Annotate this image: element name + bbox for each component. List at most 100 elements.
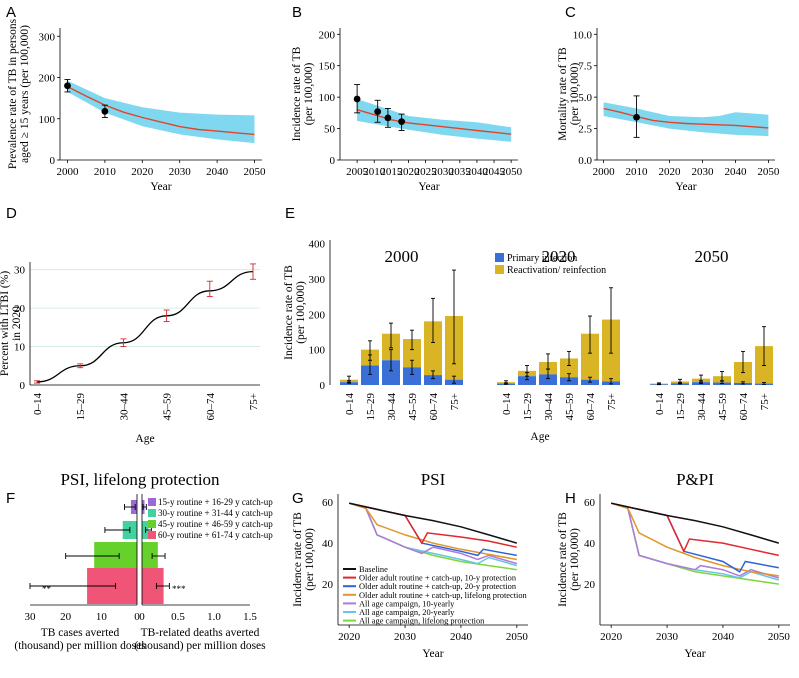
y-tick-label: 50 bbox=[324, 124, 336, 136]
x-axis-label: Year bbox=[675, 181, 696, 193]
x-tick-label: 2040 bbox=[724, 166, 747, 178]
x-tick-label: 60–74 bbox=[428, 393, 440, 421]
legend-label-reactivation: Reactivation/ reinfection bbox=[507, 265, 606, 276]
bar-primary bbox=[382, 360, 400, 385]
x-tick-label: 2030 bbox=[394, 631, 417, 643]
legend-swatch bbox=[148, 509, 156, 517]
x-tick-label: 2030 bbox=[169, 166, 192, 178]
observed-point bbox=[353, 95, 361, 103]
x-tick-label: 30 bbox=[25, 611, 37, 623]
y-axis-label-line: Mortality rate of TB bbox=[557, 47, 569, 141]
x-axis-label: Age bbox=[530, 431, 549, 443]
x-tick-label: 2040 bbox=[450, 631, 473, 643]
y-tick-label: 100 bbox=[309, 345, 326, 357]
x-tick-label: 2035 bbox=[449, 166, 472, 178]
bar-primary bbox=[361, 365, 379, 385]
legend-label: All age campaign, 20-yearly bbox=[359, 608, 455, 617]
x-tick-label: 0–14 bbox=[654, 393, 666, 416]
y-tick-label: 0 bbox=[330, 155, 336, 167]
x-tick-label: 2020 bbox=[338, 631, 361, 643]
group-title: 2050 bbox=[695, 247, 729, 266]
scenario-line bbox=[349, 502, 517, 548]
x-tick-label: 2000 bbox=[56, 166, 79, 178]
y-axis-label-line: aged ≥ 15 years (per 100,000) bbox=[19, 25, 31, 163]
scenario-line bbox=[611, 502, 780, 544]
legend-swatch bbox=[148, 520, 156, 528]
y-tick-label: 400 bbox=[309, 239, 326, 251]
observed-point bbox=[64, 82, 71, 90]
observed-point bbox=[633, 113, 640, 121]
x-tick-label: 30–44 bbox=[386, 393, 398, 421]
x-tick-label: 2000 bbox=[593, 166, 616, 178]
x-axis-label: Year bbox=[684, 648, 705, 660]
legend-swatch-reactivation bbox=[495, 265, 504, 274]
group-title: 2020 bbox=[542, 247, 576, 266]
y-axis-label-line: (per 100,000) bbox=[569, 528, 581, 591]
x-tick-label: 10 bbox=[96, 611, 108, 623]
x-tick-label: 2020 bbox=[600, 631, 623, 643]
x-tick-label: 75+ bbox=[606, 393, 618, 410]
scenario-line bbox=[610, 502, 779, 577]
bar-reactivation bbox=[560, 358, 578, 378]
y-tick-label: 200 bbox=[319, 29, 336, 41]
y-axis-label-line: Incidence rate of TB bbox=[557, 512, 569, 607]
scenario-line bbox=[349, 502, 518, 544]
y-tick-label: 60 bbox=[584, 497, 596, 509]
y-tick-label: 0 bbox=[50, 155, 56, 167]
bar-primary bbox=[424, 375, 442, 385]
x-axis-label: (thousand) per million doses bbox=[134, 640, 266, 652]
y-axis-label-line: Incidence rate of TB bbox=[292, 512, 304, 607]
y-axis-label-line: Incidence rate of TB bbox=[283, 265, 295, 360]
panel-letter-b: B bbox=[292, 4, 302, 21]
x-tick-label: 2020 bbox=[659, 166, 682, 178]
deaths-bar bbox=[142, 542, 158, 570]
x-tick-label: 2050 bbox=[757, 166, 780, 178]
y-axis-label-line: (per 100,000) bbox=[295, 281, 307, 344]
legend-swatch bbox=[148, 498, 156, 506]
uncertainty-band bbox=[603, 102, 769, 137]
scenario-line bbox=[611, 502, 779, 557]
panel-title: PSI bbox=[421, 470, 446, 489]
panel-title: P&PI bbox=[676, 470, 714, 489]
y-tick-label: 2.5 bbox=[578, 124, 592, 136]
x-tick-label: 0–14 bbox=[501, 393, 513, 416]
x-tick-label: 2045 bbox=[483, 166, 506, 178]
x-tick-label: 2040 bbox=[466, 166, 489, 178]
x-axis-label: Year bbox=[422, 648, 443, 660]
x-tick-label: 30–44 bbox=[696, 393, 708, 421]
y-tick-label: 10.0 bbox=[573, 29, 593, 41]
observed-point bbox=[101, 107, 109, 115]
x-tick-label: 0–14 bbox=[32, 393, 44, 416]
x-tick-label: 1.0 bbox=[207, 611, 221, 623]
x-tick-label: 0 bbox=[134, 611, 140, 623]
panel-letter-g: G bbox=[292, 490, 304, 507]
y-axis-label-line: (per 100,000) bbox=[303, 63, 315, 126]
bar-primary bbox=[403, 367, 421, 385]
x-tick-label: 45–59 bbox=[717, 393, 729, 421]
bar-reactivation bbox=[424, 321, 442, 376]
x-tick-label: 15–29 bbox=[75, 393, 87, 421]
x-tick-label: 60–74 bbox=[205, 393, 217, 421]
x-tick-label: 2030 bbox=[432, 166, 455, 178]
observed-point bbox=[398, 118, 406, 126]
bar-primary bbox=[539, 374, 557, 385]
model-line bbox=[356, 109, 512, 135]
panel-letter-d: D bbox=[6, 205, 17, 222]
y-tick-label: 300 bbox=[39, 31, 56, 43]
x-tick-label: 2020 bbox=[131, 166, 154, 178]
x-axis-label: TB-related deaths averted bbox=[141, 627, 260, 639]
model-line bbox=[603, 107, 769, 129]
y-tick-label: 0.0 bbox=[578, 155, 592, 167]
x-axis-label: (thousand) per million doses bbox=[14, 640, 146, 652]
legend-label: 60-y routine + 61-74 y catch-up bbox=[158, 530, 273, 540]
x-axis-label: Year bbox=[150, 181, 171, 193]
y-tick-label: 200 bbox=[39, 73, 56, 85]
legend-swatch-primary bbox=[495, 253, 504, 262]
x-tick-label: 15–29 bbox=[675, 393, 687, 421]
scenario-line bbox=[611, 502, 779, 573]
x-tick-label: 45–59 bbox=[162, 393, 174, 421]
x-tick-label: 2030 bbox=[691, 166, 714, 178]
y-tick-label: 60 bbox=[322, 497, 334, 509]
y-axis-label-line: Incidence rate of TB bbox=[291, 46, 303, 141]
